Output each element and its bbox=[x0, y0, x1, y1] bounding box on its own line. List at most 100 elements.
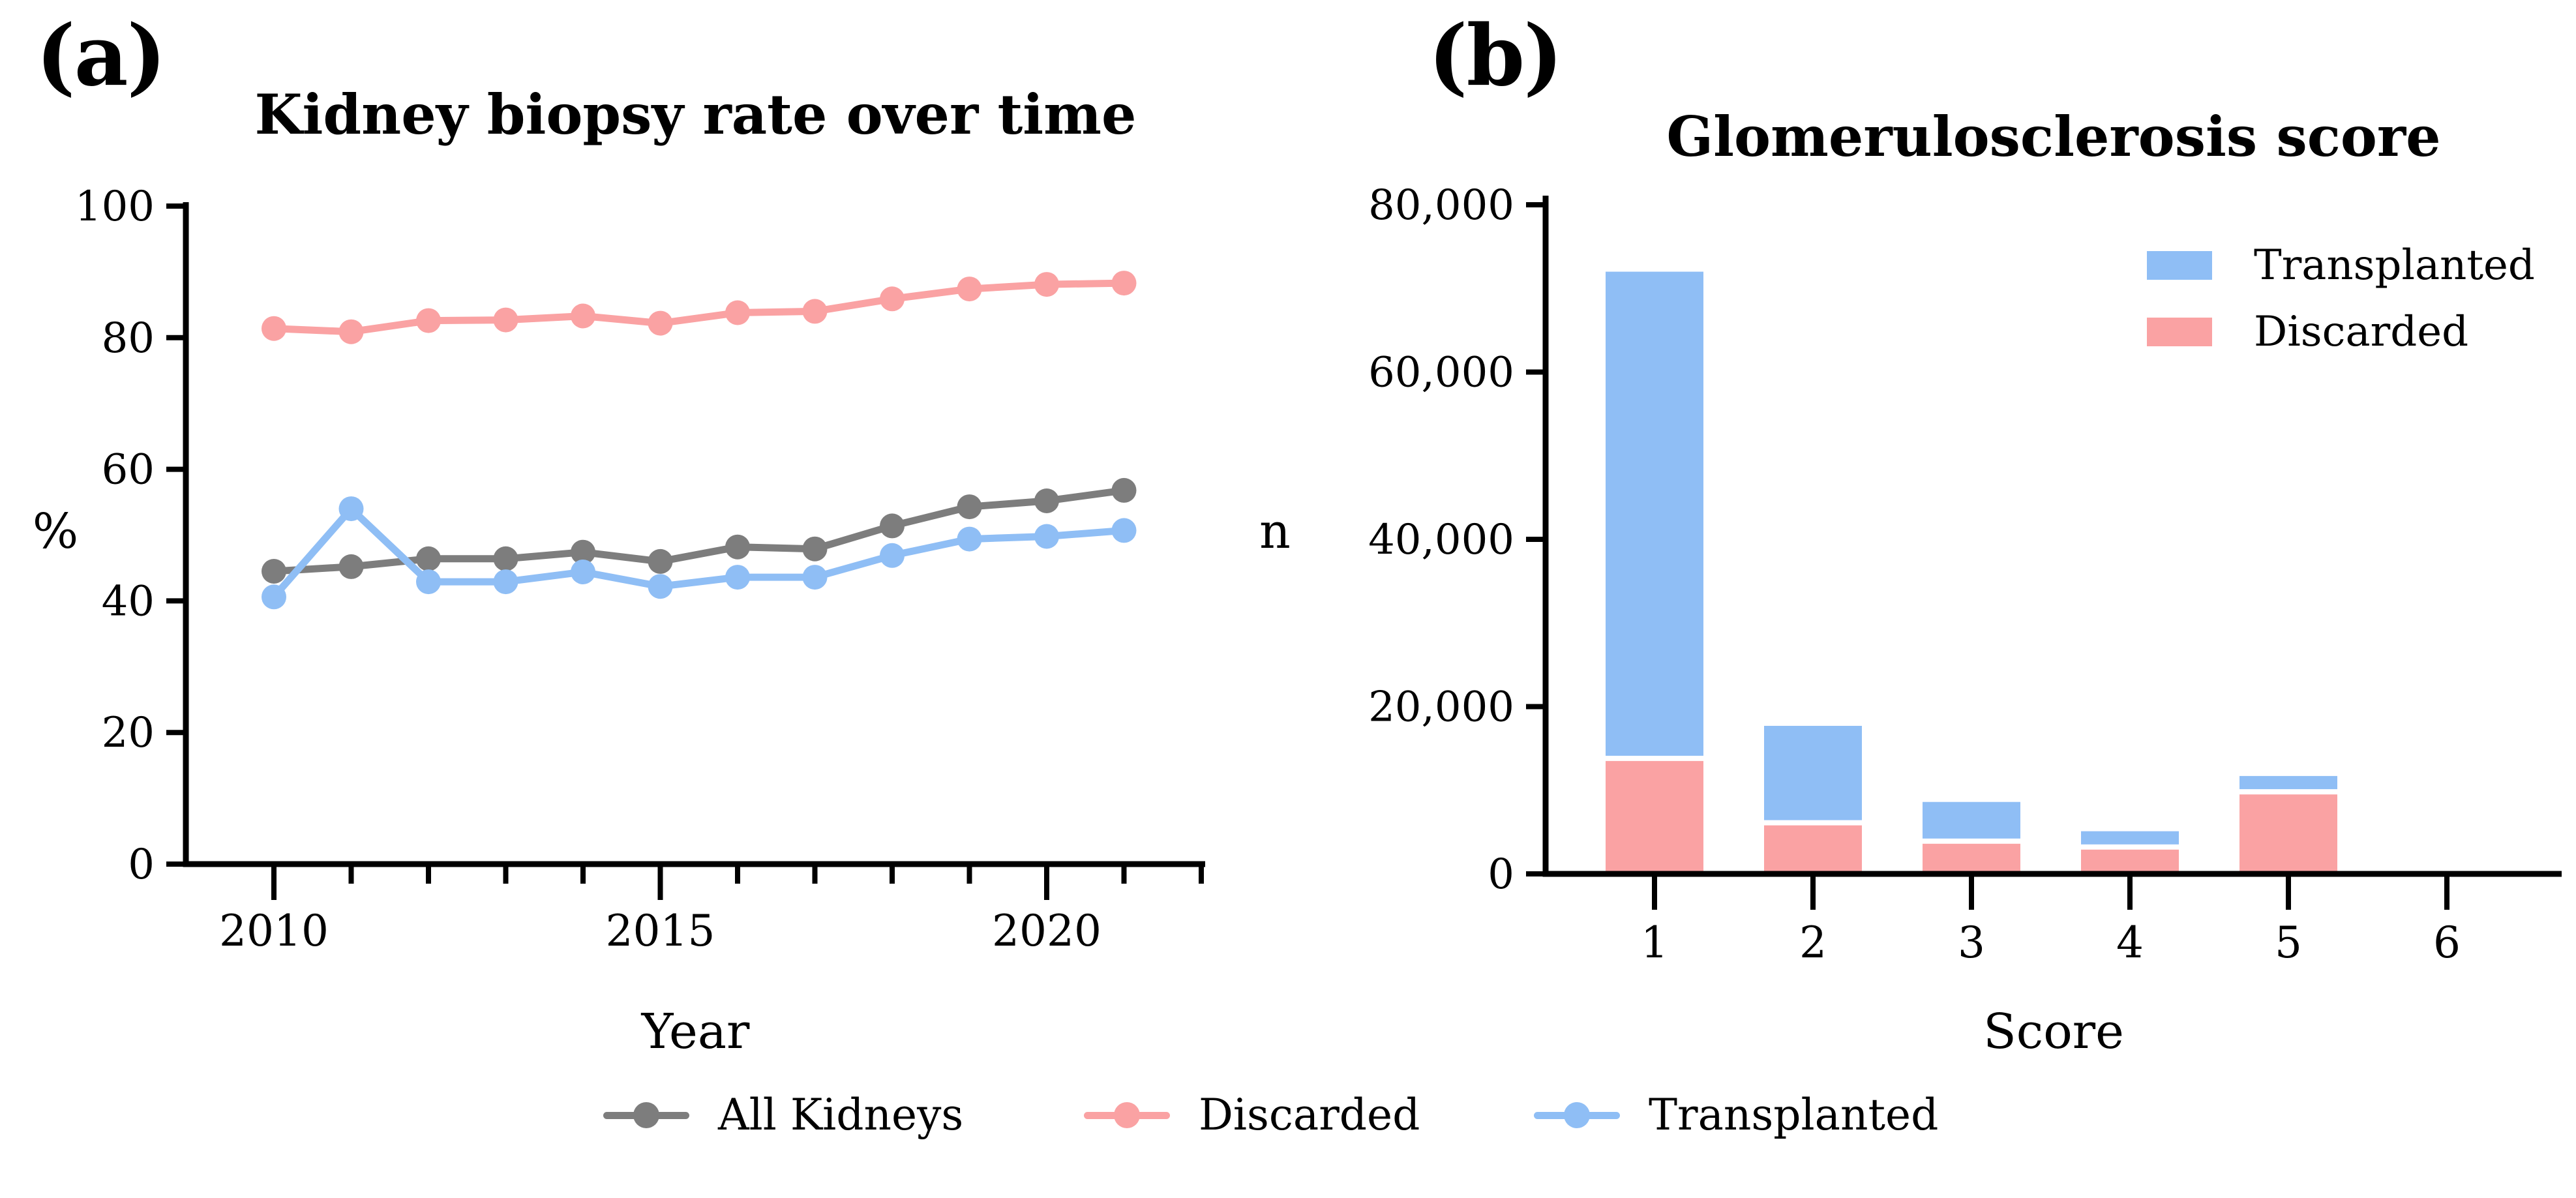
panel-a-x-axis-label: Year bbox=[641, 1004, 750, 1060]
panel-b-y-axis-label: n bbox=[1259, 503, 1291, 560]
bar-score-1 bbox=[1606, 271, 1703, 874]
all-kidneys-line-marker bbox=[603, 1101, 689, 1130]
data-point bbox=[1034, 272, 1059, 297]
bar-segment-transplanted bbox=[1606, 271, 1703, 756]
bar-segment-transplanted bbox=[1923, 801, 2020, 839]
line-series-discarded bbox=[262, 271, 1137, 344]
data-point bbox=[1111, 271, 1137, 296]
data-point bbox=[262, 584, 286, 610]
data-point bbox=[262, 559, 286, 584]
bar-segment-discarded bbox=[1606, 760, 1703, 874]
panel-b-title: Glomerulosclerosis score bbox=[1666, 104, 2441, 169]
series-line bbox=[273, 279, 1124, 336]
bar-segment-transplanted bbox=[2239, 775, 2337, 790]
data-point bbox=[725, 300, 750, 325]
data-point bbox=[802, 536, 828, 562]
panel-a-y-tick-label: 0 bbox=[128, 841, 155, 889]
data-point bbox=[648, 548, 673, 574]
data-point bbox=[1111, 518, 1137, 543]
bottom-legend-item-all-kidneys: All Kidneys bbox=[603, 1090, 963, 1140]
data-point bbox=[338, 554, 364, 579]
panel-b-x-tick-label: 1 bbox=[1641, 918, 1668, 968]
data-point bbox=[1034, 488, 1059, 513]
panel-b-y-tick-label: 20,000 bbox=[1368, 683, 1514, 732]
data-point bbox=[571, 560, 595, 584]
panel-b-x-axis-label: Score bbox=[1983, 1004, 2124, 1060]
panel-a-title: Kidney biopsy rate over time bbox=[254, 82, 1137, 147]
line-series-all-kidneys bbox=[262, 477, 1137, 584]
panel-a-y-tick-label: 80 bbox=[102, 314, 155, 363]
panel-b-y-tick-label: 60,000 bbox=[1368, 349, 1514, 397]
data-point bbox=[957, 526, 982, 552]
bottom-legend-item-transplanted: Transplanted bbox=[1534, 1090, 1938, 1140]
panel-a-y-tick-label: 40 bbox=[102, 577, 155, 625]
data-point bbox=[880, 543, 905, 568]
legend-item-discarded: Discarded bbox=[2147, 311, 2535, 353]
panel-b-y-tick-label: 80,000 bbox=[1368, 181, 1514, 230]
data-point bbox=[957, 494, 982, 520]
data-point bbox=[880, 286, 905, 312]
panel-a-y-tick-label: 20 bbox=[102, 709, 155, 757]
data-point bbox=[493, 546, 518, 571]
panel-a-x-tick-label: 2015 bbox=[606, 906, 715, 956]
data-point bbox=[957, 277, 982, 302]
panel-b-legend: Transplanted Discarded bbox=[2147, 245, 2535, 383]
bottom-legend-label-transplanted: Transplanted bbox=[1649, 1090, 1939, 1140]
bar-score-4 bbox=[2081, 831, 2179, 874]
panel-b-x-tick-label: 5 bbox=[2275, 918, 2302, 968]
bar-segment-discarded bbox=[2081, 849, 2179, 874]
legend-label-transplanted: Transplanted bbox=[2254, 241, 2535, 290]
panel-b-y-tick-label: 0 bbox=[1488, 850, 1514, 899]
data-point bbox=[1111, 477, 1137, 503]
data-point bbox=[571, 539, 595, 565]
panel-a-y-axis-label: % bbox=[32, 503, 79, 560]
data-point bbox=[493, 569, 518, 595]
data-point bbox=[648, 310, 673, 336]
panel-a-plot: 0 20 40 60 80 100 2010 2015 2020 bbox=[75, 183, 1205, 956]
data-point bbox=[802, 299, 828, 324]
bar-score-3 bbox=[1923, 801, 2020, 874]
panel-a-x-tick-label: 2020 bbox=[992, 906, 1101, 956]
bar-segment-discarded bbox=[1764, 825, 1862, 874]
bar-score-2 bbox=[1764, 726, 1862, 874]
data-point bbox=[725, 565, 750, 590]
discarded-line-marker bbox=[1084, 1101, 1170, 1130]
data-point bbox=[338, 496, 364, 522]
panel-b-label: (b) bbox=[1428, 7, 1563, 105]
data-point bbox=[1034, 524, 1059, 549]
data-point bbox=[725, 534, 750, 560]
data-point bbox=[262, 316, 286, 341]
bar-score-5 bbox=[2239, 775, 2337, 874]
panel-b-plot: 0 20,000 40,000 60,000 80,000 1 2 3 4 5 6 bbox=[1368, 181, 2562, 968]
series-line bbox=[271, 505, 1124, 599]
panel-b-x-tick-label: 2 bbox=[1799, 918, 1827, 968]
data-point bbox=[493, 307, 518, 333]
data-point bbox=[880, 513, 905, 539]
transplanted-line-marker bbox=[1534, 1101, 1620, 1130]
bar-segment-transplanted bbox=[2081, 831, 2179, 845]
bottom-legend-label-discarded: Discarded bbox=[1199, 1090, 1420, 1140]
panel-a-x-tick-label: 2010 bbox=[219, 906, 329, 956]
legend-item-transplanted: Transplanted bbox=[2147, 245, 2535, 286]
panel-a-y-tick-label: 100 bbox=[75, 183, 155, 231]
bottom-legend-label-all-kidneys: All Kidneys bbox=[718, 1090, 964, 1140]
data-point bbox=[416, 546, 441, 571]
bar-segment-discarded bbox=[2239, 794, 2337, 874]
data-point bbox=[648, 574, 673, 599]
discarded-swatch bbox=[2147, 318, 2212, 346]
data-point bbox=[338, 319, 364, 344]
data-point bbox=[416, 308, 441, 333]
panel-b-y-tick-label: 40,000 bbox=[1368, 516, 1514, 564]
transplanted-swatch bbox=[2147, 251, 2212, 280]
bottom-legend-item-discarded: Discarded bbox=[1084, 1090, 1420, 1140]
data-point bbox=[571, 303, 595, 329]
panel-b-x-tick-label: 3 bbox=[1958, 918, 1985, 968]
series-line bbox=[273, 487, 1125, 575]
data-point bbox=[802, 565, 828, 590]
panel-a-y-tick-label: 60 bbox=[102, 446, 155, 494]
panel-b-x-tick-label: 4 bbox=[2116, 918, 2144, 968]
legend-label-discarded: Discarded bbox=[2254, 308, 2469, 356]
panel-a-label: (a) bbox=[36, 7, 166, 105]
